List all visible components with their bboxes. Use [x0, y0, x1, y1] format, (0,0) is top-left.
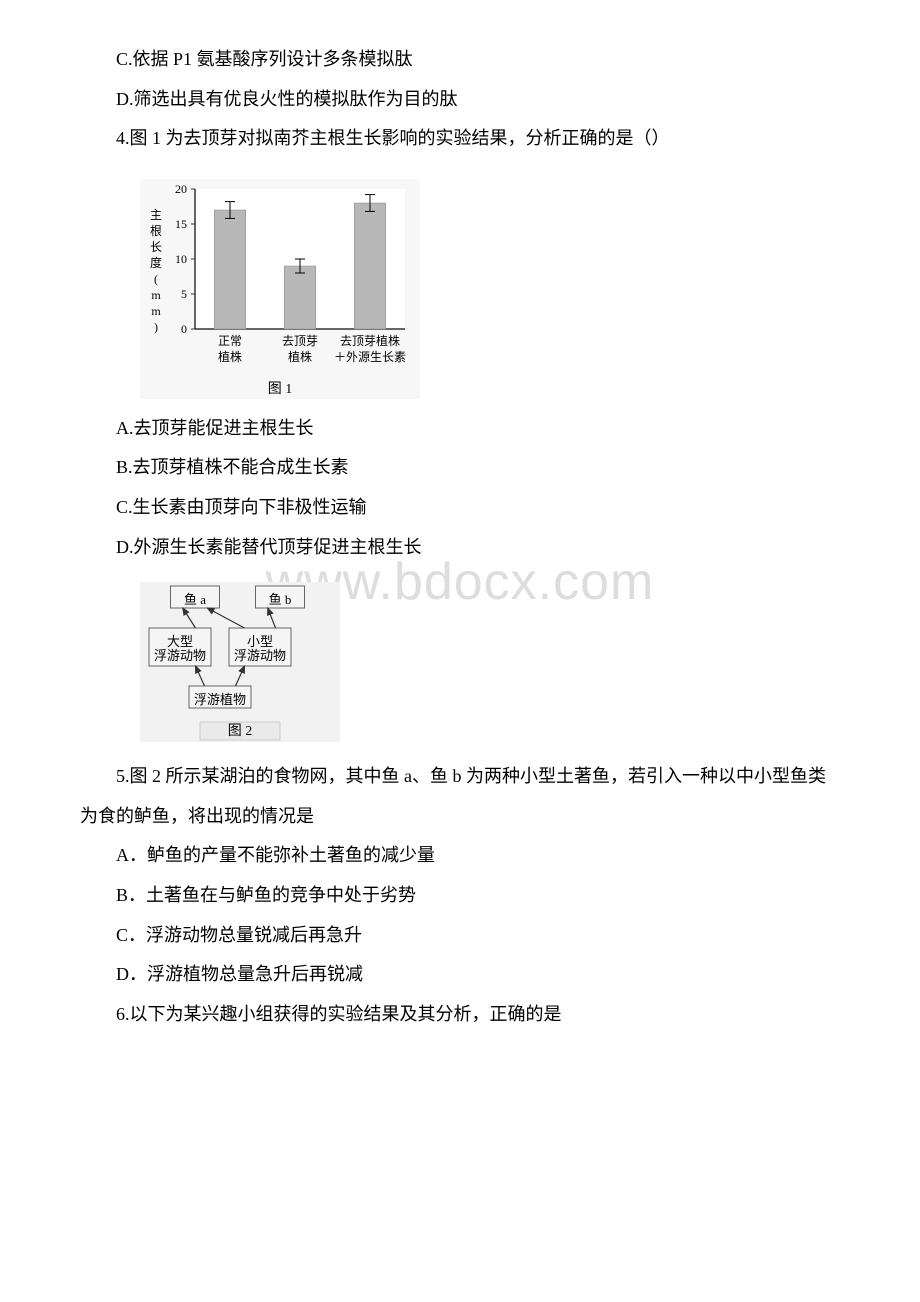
svg-text:正常: 正常: [218, 334, 242, 348]
svg-text:10: 10: [175, 252, 187, 266]
q3-opt-d: D.筛选出具有优良火性的模拟肽作为目的肽: [80, 80, 840, 120]
svg-text:m: m: [151, 304, 161, 318]
svg-text:去顶芽植株: 去顶芽植株: [340, 333, 400, 348]
svg-text:度: 度: [150, 255, 162, 270]
svg-text:浮游植物: 浮游植物: [194, 692, 246, 707]
q5-opt-c: C．浮游动物总量锐减后再急升: [80, 916, 840, 956]
svg-text:鱼 a: 鱼 a: [184, 592, 206, 607]
svg-text:5: 5: [181, 287, 187, 301]
q6-stem: 6.以下为某兴趣小组获得的实验结果及其分析，正确的是: [80, 995, 840, 1035]
q5-stem: 5.图 2 所示某湖泊的食物网，其中鱼 a、鱼 b 为两种小型土著鱼，若引入一种…: [80, 757, 840, 836]
svg-text:主: 主: [150, 208, 162, 222]
q5-opt-b: B．土著鱼在与鲈鱼的竞争中处于劣势: [80, 876, 840, 916]
svg-text:大型: 大型: [167, 634, 193, 649]
svg-text:长: 长: [150, 240, 162, 254]
svg-text:15: 15: [175, 217, 187, 231]
q4-opt-a: A.去顶芽能促进主根生长: [80, 409, 840, 449]
q5-opt-a: A．鲈鱼的产量不能弥补土著鱼的减少量: [80, 836, 840, 876]
svg-text:图 2: 图 2: [228, 724, 253, 739]
figure-2-diagram: 鱼 a鱼 b大型浮游动物小型浮游动物浮游植物图 2: [140, 582, 340, 747]
svg-text:小型: 小型: [247, 634, 273, 649]
q3-opt-c: C.依据 P1 氨基酸序列设计多条模拟肽: [80, 40, 840, 80]
figure-1-chart: 05101520主根长度(mm)正常植株去顶芽植株去顶芽植株＋外源生长素图 1: [140, 179, 420, 399]
svg-text:植株: 植株: [218, 349, 242, 364]
svg-text:植株: 植株: [288, 349, 312, 364]
q4-stem: 4.图 1 为去顶芽对拟南芥主根生长影响的实验结果，分析正确的是（）: [80, 119, 840, 159]
svg-text:): ): [154, 320, 158, 334]
svg-text:根: 根: [150, 224, 162, 238]
q5-opt-d: D．浮游植物总量急升后再锐减: [80, 955, 840, 995]
svg-text:＋外源生长素: ＋外源生长素: [334, 350, 406, 364]
svg-text:鱼 b: 鱼 b: [269, 592, 292, 607]
q4-opt-c: C.生长素由顶芽向下非极性运输: [80, 488, 840, 528]
svg-text:浮游动物: 浮游动物: [234, 648, 286, 663]
svg-text:去顶芽: 去顶芽: [282, 334, 318, 348]
svg-text:图 1: 图 1: [268, 382, 293, 397]
svg-text:(: (: [154, 272, 158, 286]
svg-text:浮游动物: 浮游动物: [154, 648, 206, 663]
q4-opt-d: D.外源生长素能替代顶芽促进主根生长: [80, 528, 840, 568]
svg-text:m: m: [151, 288, 161, 302]
svg-text:20: 20: [175, 182, 187, 196]
svg-text:0: 0: [181, 322, 187, 336]
q4-opt-b: B.去顶芽植株不能合成生长素: [80, 448, 840, 488]
